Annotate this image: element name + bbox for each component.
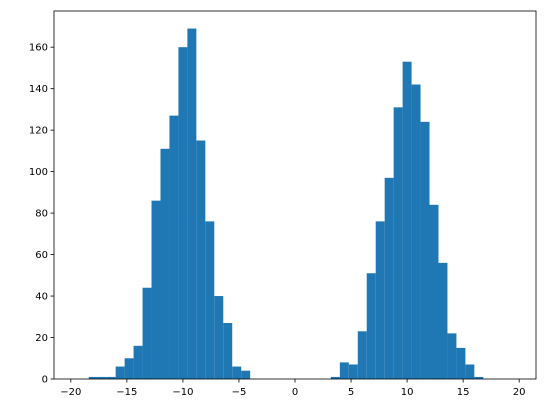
x-tick-label: 15: [457, 387, 470, 398]
bar: [133, 345, 143, 379]
bar: [124, 358, 134, 379]
bar: [474, 376, 484, 379]
bar: [178, 47, 188, 379]
bar: [214, 296, 224, 379]
axes-frame: [53, 10, 537, 380]
bar: [465, 364, 475, 379]
y-tick-label: 120: [29, 126, 48, 137]
x-tick-label: 10: [401, 387, 414, 398]
bar: [330, 376, 340, 379]
y-tick-label: 100: [29, 167, 48, 178]
x-tick-label: −15: [116, 387, 137, 398]
x-tick-label: −10: [172, 387, 193, 398]
x-tick-label: 20: [513, 387, 526, 398]
bar: [88, 376, 98, 379]
bar: [232, 366, 242, 379]
bar: [366, 273, 376, 379]
bar: [151, 200, 161, 379]
bar: [196, 140, 206, 379]
bar: [420, 121, 430, 379]
bar: [160, 148, 170, 379]
bar: [205, 221, 215, 379]
bar: [438, 262, 448, 379]
bar: [241, 370, 251, 379]
bar: [402, 61, 412, 379]
bar: [384, 177, 394, 379]
bar: [169, 115, 179, 380]
bar: [429, 204, 439, 379]
bar: [106, 376, 116, 379]
bar: [187, 28, 197, 380]
x-tick-label: 5: [348, 387, 354, 398]
bar: [115, 366, 125, 379]
bar: [339, 362, 349, 379]
bar: [456, 347, 466, 379]
bar: [411, 84, 421, 380]
x-tick-label: −5: [232, 387, 247, 398]
x-tick-label: 0: [292, 387, 298, 398]
y-tick-label: 40: [35, 292, 48, 303]
y-tick-label: 80: [35, 209, 48, 220]
bar: [357, 331, 367, 379]
bar: [447, 333, 457, 379]
bar: [97, 376, 107, 379]
bar: [142, 287, 152, 379]
y-tick-label: 60: [35, 250, 48, 261]
bar: [393, 107, 403, 380]
bar: [348, 364, 358, 379]
y-tick-label: 160: [29, 43, 48, 54]
x-tick-label: −20: [60, 387, 81, 398]
bar: [223, 323, 233, 379]
bar: [375, 221, 385, 379]
y-tick-label: 20: [35, 333, 48, 344]
y-tick-label: 140: [29, 84, 48, 95]
y-tick-label: 0: [42, 375, 48, 386]
